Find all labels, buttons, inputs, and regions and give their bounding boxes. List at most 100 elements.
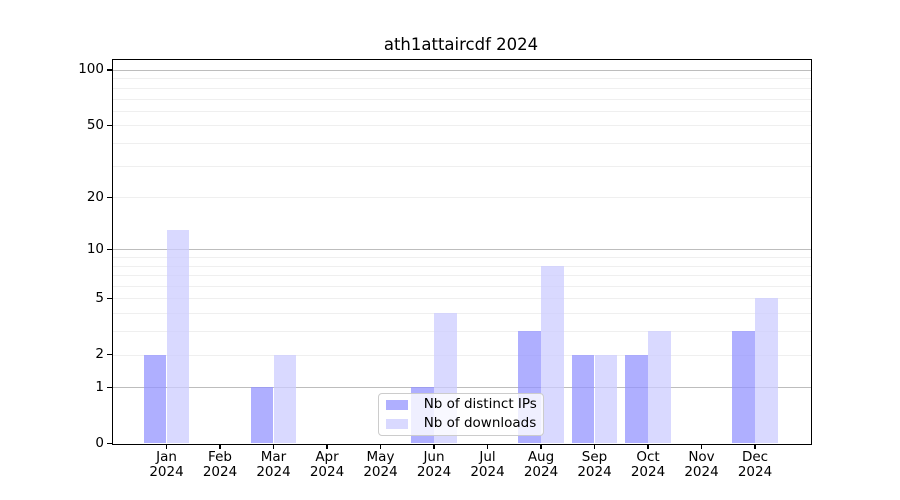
x-tick-label: Apr 2024 <box>292 450 362 480</box>
x-tick-label: Aug 2024 <box>506 450 576 480</box>
y-tick-label: 1 <box>95 378 104 395</box>
gridline-minor <box>112 313 811 315</box>
y-tick-label: 50 <box>86 116 104 133</box>
y-tick-mark <box>107 124 112 126</box>
gridline-minor <box>112 110 811 112</box>
gridline-major <box>112 69 811 71</box>
x-tick-year: 2024 <box>416 464 452 480</box>
bar-mar-series1 <box>273 354 297 444</box>
x-tick-year: 2024 <box>577 464 612 480</box>
x-tick-month: Aug <box>527 449 555 465</box>
x-tick-year: 2024 <box>630 464 666 480</box>
plot-area <box>112 60 811 444</box>
x-tick-label: Oct 2024 <box>613 450 683 480</box>
gridline-major <box>112 387 811 389</box>
gridline-minor <box>112 257 811 259</box>
x-tick-year: 2024 <box>737 464 773 480</box>
x-tick-mark <box>165 444 168 450</box>
bar-sep-series1 <box>594 354 618 444</box>
y-tick-mark <box>107 297 112 300</box>
x-tick-month: Feb <box>208 449 232 465</box>
gridline-minor <box>112 142 811 144</box>
y-tick-label: 2 <box>95 346 104 363</box>
x-tick-year: 2024 <box>309 464 345 480</box>
x-tick-label: Feb 2024 <box>185 450 255 480</box>
x-tick-month: Jan <box>156 449 177 465</box>
axis-spine-left <box>111 59 113 445</box>
x-tick-label: Nov 2024 <box>667 450 737 480</box>
legend: Nb of distinct IPs Nb of downloads <box>377 392 544 436</box>
chart-title: ath1attaircdf 2024 <box>383 35 539 54</box>
axis-spine-top <box>112 59 812 61</box>
gridline-minor <box>112 265 811 267</box>
x-tick-label: Jun 2024 <box>399 450 469 480</box>
axis-spine-bottom <box>112 443 812 445</box>
x-tick-year: 2024 <box>363 464 398 480</box>
y-tick-mark <box>107 386 112 388</box>
x-tick-mark <box>219 444 221 450</box>
gridline-minor <box>112 125 811 127</box>
gridline-minor <box>112 275 811 277</box>
x-tick-mark <box>647 444 649 450</box>
gridline-minor <box>112 331 811 333</box>
y-tick-mark <box>107 353 112 356</box>
x-tick-label: Jul 2024 <box>453 450 523 480</box>
y-tick-label: 0 <box>95 435 104 451</box>
gridline-minor <box>112 78 811 80</box>
bar-oct-series1 <box>648 331 671 444</box>
x-tick-month: Mar <box>260 449 287 465</box>
x-tick-label: Sep 2024 <box>560 450 630 480</box>
x-tick-mark <box>433 444 435 450</box>
y-tick-label: 10 <box>86 240 104 257</box>
gridline-minor <box>112 298 811 300</box>
y-tick-mark <box>107 196 112 198</box>
x-tick-mark <box>272 444 275 450</box>
x-tick-year: 2024 <box>202 464 238 480</box>
x-tick-month: May <box>366 449 395 465</box>
x-tick-mark <box>486 444 489 450</box>
x-tick-mark <box>754 444 756 450</box>
x-tick-month: Dec <box>741 449 769 465</box>
x-tick-mark <box>593 444 596 450</box>
x-tick-year: 2024 <box>149 464 184 480</box>
legend-label-downloads: Nb of downloads <box>423 415 537 432</box>
y-tick-mark <box>107 442 112 445</box>
y-tick-mark <box>107 69 112 71</box>
x-tick-year: 2024 <box>523 464 559 480</box>
bar-mar-series0 <box>250 387 274 444</box>
x-tick-month: Jul <box>479 449 496 465</box>
x-tick-month: Oct <box>636 449 660 465</box>
gridline-major <box>112 249 811 251</box>
x-tick-month: Nov <box>688 449 715 465</box>
bar-aug-series1 <box>541 265 564 444</box>
axis-spine-right <box>810 59 812 445</box>
gridline-minor <box>112 98 811 100</box>
y-tick-label: 20 <box>86 188 104 205</box>
gridline-minor <box>112 286 811 288</box>
legend-swatch-distinct-ips <box>385 399 408 410</box>
x-tick-mark <box>540 444 542 450</box>
x-tick-label: Dec 2024 <box>720 450 790 480</box>
x-tick-label: May 2024 <box>346 450 416 480</box>
x-tick-mark <box>700 444 703 450</box>
y-tick-mark <box>107 248 112 251</box>
x-tick-year: 2024 <box>256 464 291 480</box>
legend-label-distinct-ips: Nb of distinct IPs <box>423 396 537 413</box>
y-tick-label: 5 <box>95 289 104 306</box>
gridline-minor <box>112 197 811 199</box>
x-tick-mark <box>326 444 328 450</box>
legend-entry-downloads: Nb of downloads <box>385 415 537 432</box>
x-tick-month: Sep <box>581 449 608 465</box>
gridline-minor <box>112 354 811 356</box>
x-tick-mark <box>379 444 382 450</box>
bar-dec-series1 <box>755 298 778 444</box>
bar-sep-series0 <box>571 354 595 444</box>
bar-dec-series0 <box>732 331 755 444</box>
legend-entry-distinct-ips: Nb of distinct IPs <box>385 396 537 413</box>
gridline-minor <box>112 87 811 89</box>
bar-oct-series0 <box>625 354 648 444</box>
legend-swatch-downloads <box>385 418 408 429</box>
bar-jan-series0 <box>143 354 167 444</box>
y-tick-label: 100 <box>78 61 104 78</box>
